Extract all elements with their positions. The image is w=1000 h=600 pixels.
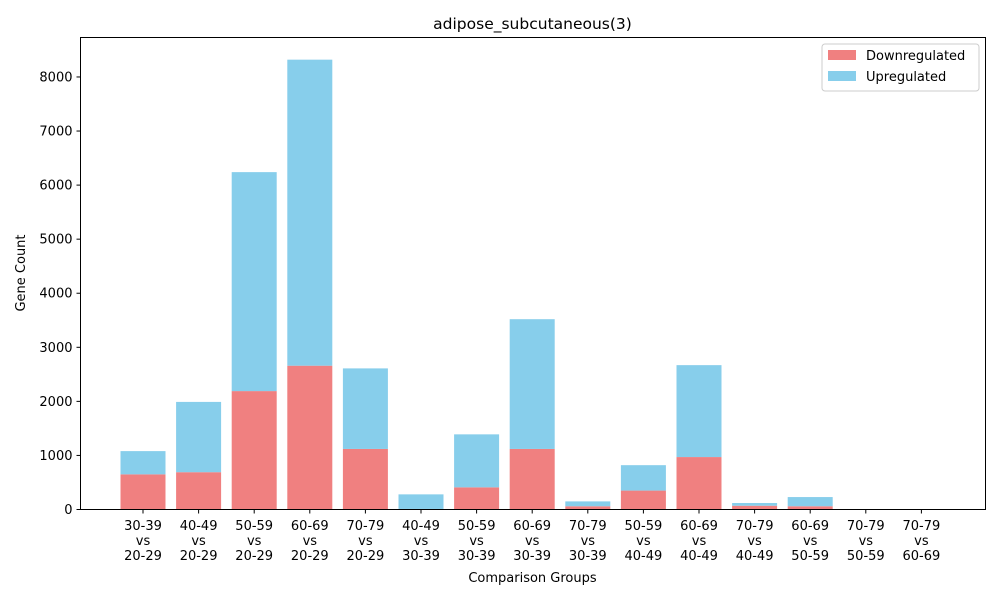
bar-upregulated-5 bbox=[398, 494, 444, 509]
legend-frame bbox=[821, 43, 980, 92]
y-ticks: 0 1000 2000 3000 4000 5000 6000 7000 8000 bbox=[39, 70, 81, 518]
y-tick-label: 5000 bbox=[39, 233, 72, 248]
x-tick-label: 70-79 vs 50-59 bbox=[847, 519, 885, 564]
bar-downregulated-8 bbox=[565, 506, 611, 510]
x-tick-label: 50-59 vs 30-39 bbox=[458, 519, 496, 564]
y-tick-label: 3000 bbox=[39, 341, 72, 356]
x-ticks: 30-39 vs 20-29 40-49 vs 20-29 50-59 vs 20-29 60-6… bbox=[124, 509, 941, 564]
x-tick-label: 70-79 vs 60-69 bbox=[903, 519, 941, 564]
y-tick-label: 4000 bbox=[39, 287, 72, 302]
x-tick-label: 50-59 vs 40-49 bbox=[625, 519, 663, 564]
x-tick-label: 70-79 vs 40-49 bbox=[736, 519, 774, 564]
y-tick-label: 0 bbox=[64, 503, 72, 518]
bar-upregulated-12 bbox=[787, 497, 833, 507]
bar-downregulated-1 bbox=[176, 472, 222, 510]
y-tick-label: 1000 bbox=[39, 449, 72, 464]
bar-downregulated-2 bbox=[231, 391, 277, 510]
bar-downregulated-4 bbox=[342, 448, 388, 510]
legend-label-upregulated: Upregulated bbox=[866, 70, 946, 85]
legend-label-downregulated: Downregulated bbox=[866, 49, 965, 64]
y-tick-label: 6000 bbox=[39, 179, 72, 194]
plot-frame bbox=[80, 37, 986, 510]
x-tick-label: 50-59 vs 20-29 bbox=[235, 519, 273, 564]
bar-downregulated-11 bbox=[732, 505, 778, 510]
x-tick-label: 30-39 vs 20-29 bbox=[124, 519, 162, 564]
bar-downregulated-9 bbox=[620, 490, 666, 510]
y-axis-label: Gene Count bbox=[14, 234, 29, 311]
legend: Downregulated Upregulated bbox=[821, 43, 980, 92]
bar-downregulated-7 bbox=[509, 448, 555, 510]
x-tick-label: 70-79 vs 30-39 bbox=[569, 519, 607, 564]
bar-downregulated-10 bbox=[676, 457, 722, 510]
bar-upregulated-4 bbox=[342, 368, 388, 449]
x-tick-label: 60-69 vs 30-39 bbox=[513, 519, 551, 564]
bar-downregulated-6 bbox=[454, 487, 500, 510]
x-tick-label: 70-79 vs 20-29 bbox=[347, 519, 385, 564]
bars-group bbox=[120, 59, 833, 510]
axes-group bbox=[80, 37, 986, 510]
x-tick-label: 40-49 vs 30-39 bbox=[402, 519, 440, 564]
bar-upregulated-3 bbox=[287, 59, 333, 366]
bar-downregulated-0 bbox=[120, 474, 166, 510]
bar-upregulated-10 bbox=[676, 365, 722, 458]
y-tick-label: 2000 bbox=[39, 395, 72, 410]
bar-downregulated-12 bbox=[787, 506, 833, 510]
x-axis-label: Comparison Groups bbox=[468, 571, 597, 586]
x-tick-label: 60-69 vs 50-59 bbox=[791, 519, 829, 564]
bar-upregulated-8 bbox=[565, 501, 611, 507]
bar-upregulated-0 bbox=[120, 451, 166, 475]
x-tick-label: 60-69 vs 40-49 bbox=[680, 519, 718, 564]
x-tick-label: 40-49 vs 20-29 bbox=[180, 519, 218, 564]
chart-title: adipose_subcutaneous(3) bbox=[433, 15, 632, 34]
bar-upregulated-6 bbox=[454, 434, 500, 488]
legend-swatch-upregulated bbox=[828, 71, 856, 81]
bar-upregulated-7 bbox=[509, 319, 555, 449]
y-tick-label: 8000 bbox=[39, 70, 72, 85]
bar-upregulated-2 bbox=[231, 172, 277, 392]
legend-swatch-downregulated bbox=[828, 50, 856, 60]
bar-downregulated-3 bbox=[287, 365, 333, 510]
bar-upregulated-11 bbox=[732, 503, 778, 506]
bar-upregulated-1 bbox=[176, 401, 222, 473]
bar-upregulated-9 bbox=[620, 465, 666, 491]
x-tick-label: 60-69 vs 20-29 bbox=[291, 519, 329, 564]
y-tick-label: 7000 bbox=[39, 125, 72, 140]
